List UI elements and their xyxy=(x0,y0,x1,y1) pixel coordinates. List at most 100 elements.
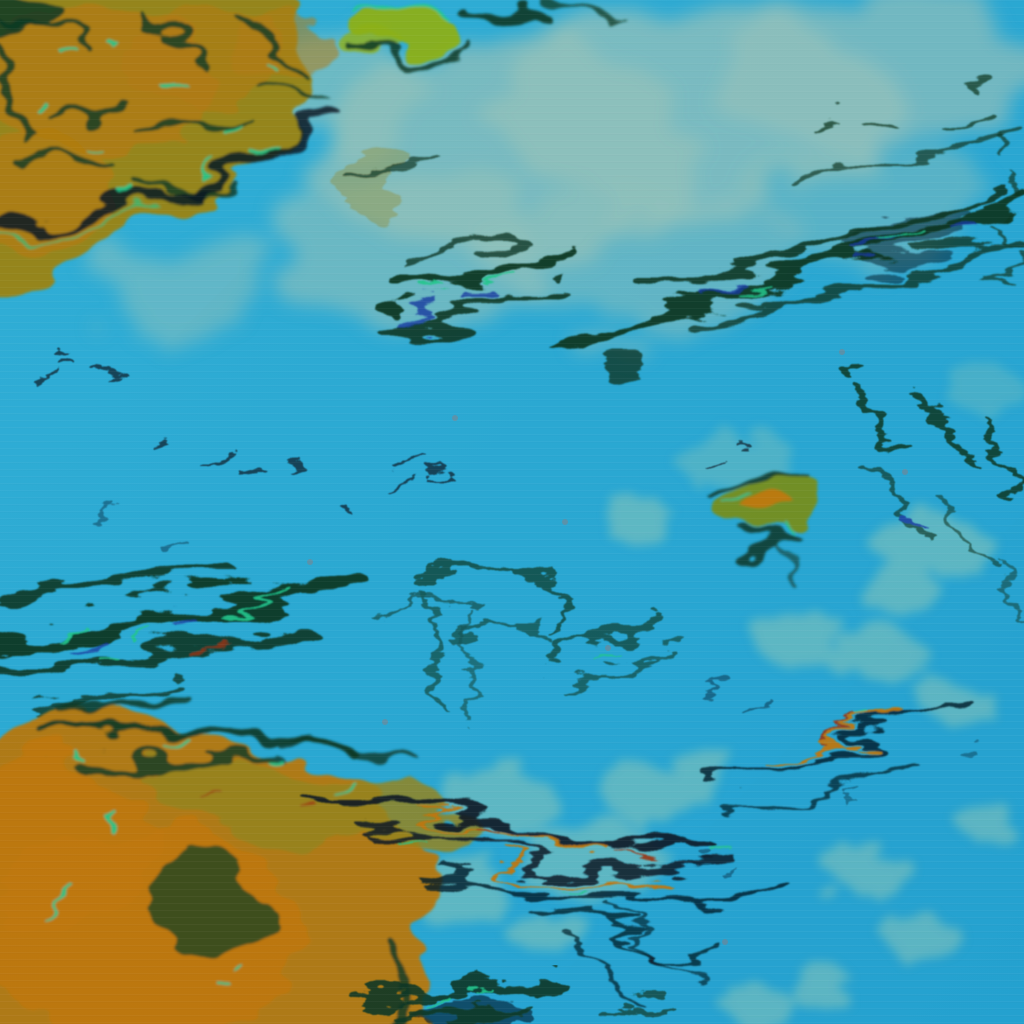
wisp-stroke xyxy=(726,526,809,553)
island-blob xyxy=(721,466,809,591)
wisp-stroke xyxy=(695,235,1024,335)
accent-stroke xyxy=(778,528,798,537)
fleck-stroke xyxy=(742,702,768,713)
accent-stroke xyxy=(103,33,123,43)
fleck-stroke xyxy=(167,538,187,548)
wisp-stroke xyxy=(126,11,209,59)
wisp-stroke xyxy=(541,1,629,26)
accent-stroke xyxy=(88,654,112,664)
green-accents xyxy=(428,988,502,1006)
wisp-stroke xyxy=(0,39,24,146)
accent-stroke xyxy=(498,272,522,284)
green-accents xyxy=(428,272,522,302)
accent-stroke xyxy=(353,7,462,22)
accent-stroke xyxy=(248,142,267,152)
wisp-stroke xyxy=(556,648,679,694)
fleck-stroke xyxy=(197,453,229,465)
red-accents xyxy=(193,789,316,817)
accent-stroke xyxy=(848,722,872,732)
scattered-flecks xyxy=(37,352,979,878)
accent-stroke xyxy=(228,973,248,982)
wisp-stroke xyxy=(737,765,918,823)
accent-stroke xyxy=(168,72,190,82)
accent-stroke xyxy=(98,808,120,817)
accent-stroke xyxy=(8,206,162,237)
streaks-top-center xyxy=(346,145,572,335)
cloud-shape xyxy=(875,513,985,577)
fleck-stroke xyxy=(332,502,354,518)
wisp-stroke xyxy=(947,97,981,113)
wisp-stroke xyxy=(354,979,571,1006)
accent-stroke xyxy=(902,517,928,533)
dark-strokes xyxy=(563,97,1024,352)
wisp-stroke xyxy=(976,416,1024,499)
wisp-stroke xyxy=(866,466,929,544)
wisp-stroke xyxy=(846,376,904,454)
noise-dot xyxy=(839,349,845,355)
green-speckles xyxy=(48,737,348,982)
fleck-stroke xyxy=(147,444,171,455)
wisp-stroke xyxy=(634,184,1006,296)
accent-stroke xyxy=(248,595,274,607)
land-edge-band xyxy=(0,115,325,230)
accent-stroke xyxy=(738,284,768,297)
accent-stroke xyxy=(397,305,433,321)
cloud-shape xyxy=(724,988,796,1024)
accent-stroke xyxy=(33,87,52,97)
cloud-shape xyxy=(880,917,956,963)
wisp-stroke xyxy=(997,132,1015,163)
accent-stroke xyxy=(278,58,296,70)
land-green-speckles xyxy=(8,33,296,237)
fleck-stroke xyxy=(687,852,711,863)
green-accents xyxy=(738,240,906,297)
dark-blob xyxy=(605,356,645,380)
wisp-stroke xyxy=(36,101,129,114)
land-shape xyxy=(346,145,398,225)
wisp-stroke xyxy=(462,612,479,723)
accent-stroke xyxy=(258,752,280,762)
island-fringe xyxy=(721,466,809,591)
wisp-stroke xyxy=(146,111,249,134)
navy-accents xyxy=(57,607,221,648)
accent-stroke xyxy=(57,632,93,648)
accent-stroke xyxy=(768,714,914,758)
green-accents xyxy=(388,722,872,884)
accent-stroke xyxy=(198,161,217,172)
noise-dot xyxy=(722,939,728,945)
accent-stroke xyxy=(697,283,743,303)
wisp-stroke xyxy=(517,897,738,953)
sensor-specks xyxy=(307,349,908,945)
noise-dot xyxy=(562,519,568,525)
wisp-stroke xyxy=(792,542,809,591)
wisp-stroke xyxy=(721,466,804,489)
wisp-stroke xyxy=(347,45,473,67)
wisp-stroke xyxy=(0,566,241,611)
wisp-stroke xyxy=(295,787,705,852)
wisp-stroke xyxy=(296,735,412,764)
streaks-left-band xyxy=(0,566,356,704)
fleck-stroke xyxy=(237,469,267,481)
fleck-stroke xyxy=(422,469,454,481)
wisp-stroke xyxy=(993,222,1011,250)
wisp-stroke xyxy=(35,720,345,747)
wisp-stroke xyxy=(465,3,565,35)
cloud-shape xyxy=(788,967,856,1009)
wisp-stroke xyxy=(26,676,184,704)
wisp-stroke xyxy=(388,243,572,307)
bottom-edge-streaks xyxy=(354,979,672,1024)
accent-stroke xyxy=(298,809,316,817)
moss-blob-top xyxy=(342,1,629,68)
accent-stroke xyxy=(158,737,182,747)
wisp-stroke xyxy=(377,600,478,623)
accent-stroke xyxy=(187,607,221,623)
fleck-stroke xyxy=(57,352,85,363)
dark-strokes xyxy=(0,566,356,704)
land-dark-fringe xyxy=(35,696,412,1024)
wisp-stroke xyxy=(426,864,774,901)
wisp-stroke xyxy=(356,156,422,184)
wisp-stroke xyxy=(380,283,565,335)
wisp-stroke xyxy=(0,626,321,678)
navy-accents xyxy=(397,287,501,321)
land-shape xyxy=(148,758,465,844)
